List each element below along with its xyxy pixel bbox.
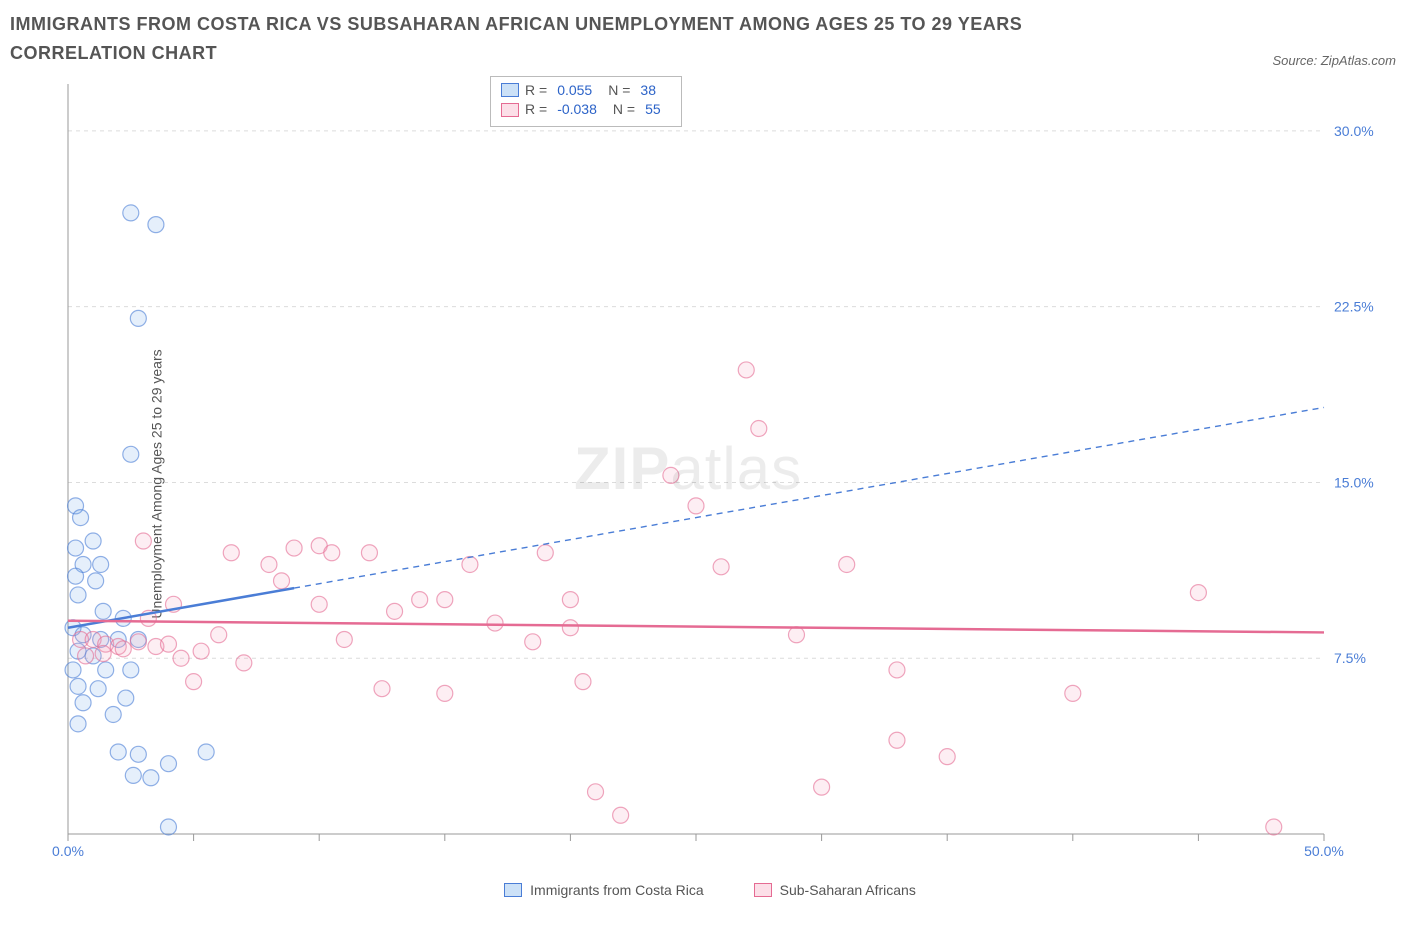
stats-legend: R = 0.055 N = 38 R = -0.038 N = 55 <box>490 76 682 127</box>
svg-text:30.0%: 30.0% <box>1334 122 1374 138</box>
svg-text:7.5%: 7.5% <box>1334 650 1366 666</box>
n-label: N = <box>608 81 630 101</box>
legend-label: Sub-Saharan Africans <box>780 882 916 898</box>
swatch-icon <box>754 883 772 897</box>
r-label: R = <box>525 100 547 120</box>
r-value-subsaharan: -0.038 <box>557 100 597 120</box>
swatch-icon <box>501 103 519 117</box>
r-label: R = <box>525 81 547 101</box>
svg-text:15.0%: 15.0% <box>1334 474 1374 490</box>
source-prefix: Source: <box>1272 53 1320 68</box>
source-credit: Source: ZipAtlas.com <box>1272 53 1396 68</box>
swatch-icon <box>501 83 519 97</box>
chart-container: IMMIGRANTS FROM COSTA RICA VS SUBSAHARAN… <box>10 10 1396 920</box>
stats-row-costa-rica: R = 0.055 N = 38 <box>501 81 671 101</box>
svg-text:50.0%: 50.0% <box>1304 843 1344 859</box>
swatch-icon <box>504 883 522 897</box>
legend-item-costa-rica: Immigrants from Costa Rica <box>504 882 703 898</box>
source-name: ZipAtlas.com <box>1321 53 1396 68</box>
n-label: N = <box>613 100 635 120</box>
legend-label: Immigrants from Costa Rica <box>530 882 703 898</box>
n-value-subsaharan: 55 <box>645 100 661 120</box>
r-value-costa-rica: 0.055 <box>557 81 592 101</box>
chart-title: IMMIGRANTS FROM COSTA RICA VS SUBSAHARAN… <box>10 10 1110 68</box>
n-value-costa-rica: 38 <box>640 81 656 101</box>
svg-text:22.5%: 22.5% <box>1334 298 1374 314</box>
series-legend: Immigrants from Costa Rica Sub-Saharan A… <box>30 882 1390 898</box>
scatter-chart: 7.5%15.0%22.5%30.0%0.0%50.0% <box>64 74 1384 864</box>
stats-row-subsaharan: R = -0.038 N = 55 <box>501 100 671 120</box>
header: IMMIGRANTS FROM COSTA RICA VS SUBSAHARAN… <box>10 10 1396 68</box>
plot-area: Unemployment Among Ages 25 to 29 years 7… <box>30 74 1390 894</box>
legend-item-subsaharan: Sub-Saharan Africans <box>754 882 916 898</box>
svg-text:0.0%: 0.0% <box>52 843 84 859</box>
